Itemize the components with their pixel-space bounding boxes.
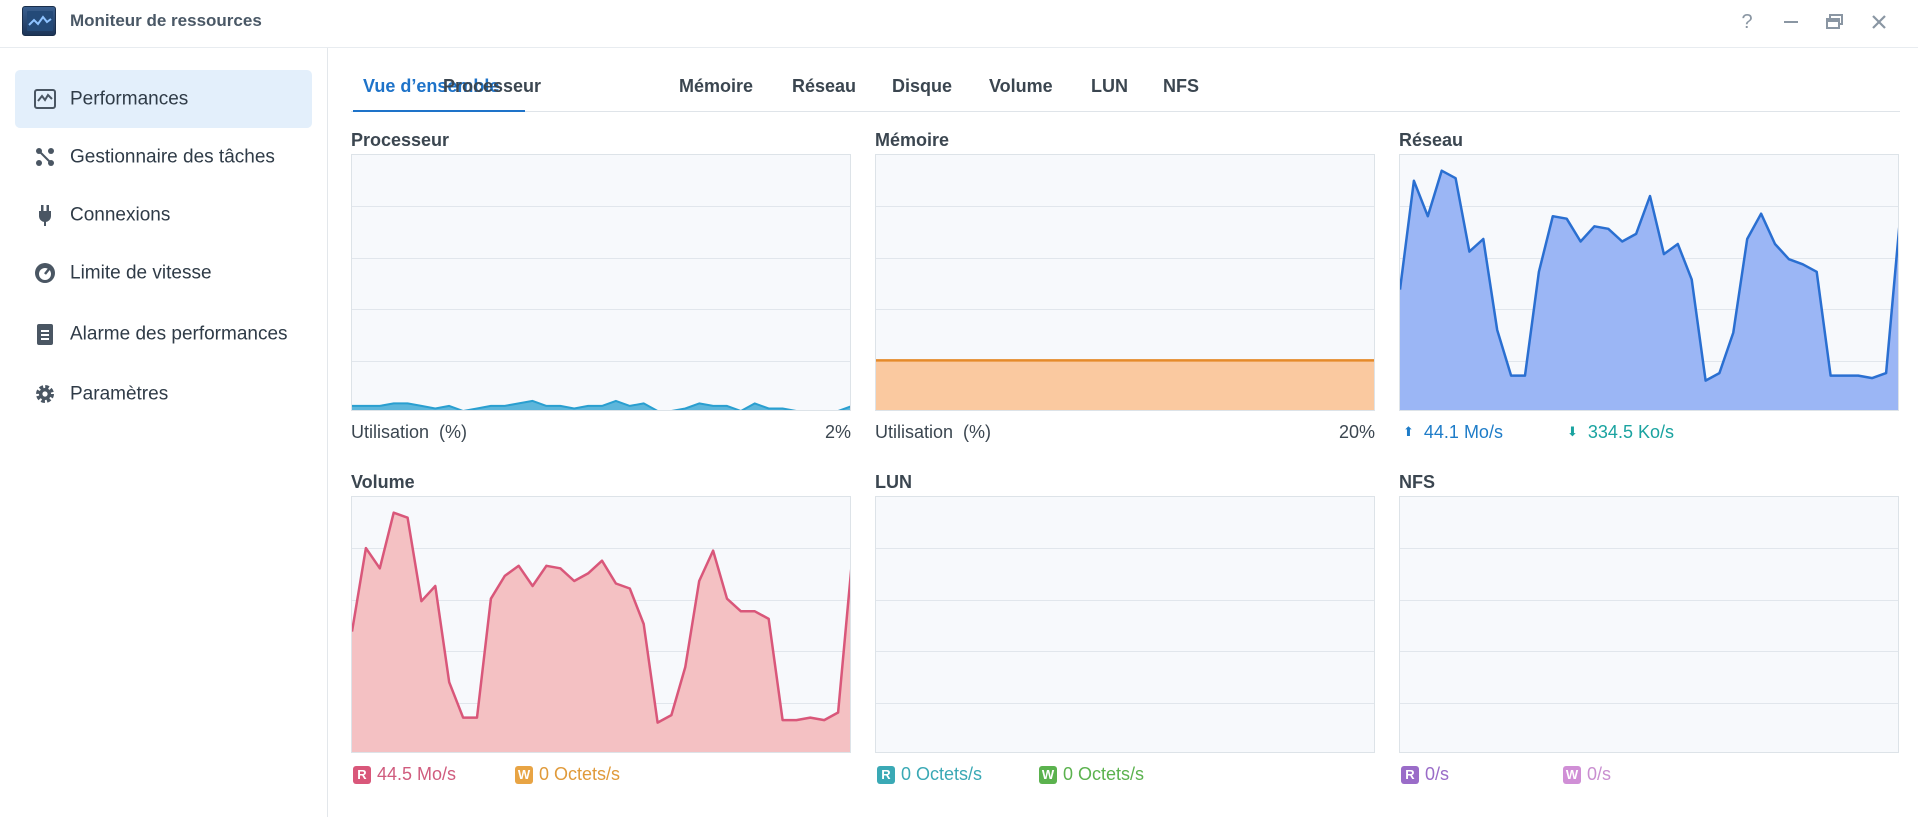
write-badge: W [1039, 766, 1057, 784]
tab-processor[interactable]: Processeur [443, 76, 542, 96]
panel-title: Mémoire [875, 130, 950, 150]
memory-chart [875, 154, 1375, 411]
sidebar-item-speed-limit[interactable]: Limite de vitesse [15, 244, 312, 302]
tab-lun[interactable]: LUN [1091, 76, 1128, 96]
nfs-read: R 0/s [1401, 764, 1449, 785]
network-download: ⬇ 334.5 Ko/s [1567, 422, 1674, 443]
nfs-read-value: 0/s [1425, 764, 1450, 784]
network-upload-value: 44.1 Mo/s [1423, 422, 1503, 442]
help-icon[interactable]: ? [1741, 11, 1753, 33]
series-area [1400, 170, 1898, 410]
memory-usage-value: 20% [1338, 422, 1375, 442]
tab-memory[interactable]: Mémoire [679, 76, 754, 96]
read-badge: R [877, 766, 895, 784]
title-bar: Moniteur de ressources ? [0, 0, 1918, 48]
lun-write: W 0 Octets/s [1039, 764, 1144, 785]
sidebar: Performances Gestionnaire des tâches Con… [0, 48, 328, 817]
write-badge: W [1563, 766, 1581, 784]
network-download-value: 334.5 Ko/s [1587, 422, 1674, 442]
lun-chart-svg [876, 548, 1374, 704]
read-badge: R [353, 766, 371, 784]
cpu-chart-svg [352, 206, 850, 410]
sidebar-item-label: Connexions [70, 204, 171, 226]
speedometer-icon [33, 261, 57, 285]
cpu-chart [351, 154, 851, 411]
plug-icon [33, 203, 57, 227]
tab-bar: Vue d’ensemble Processeur Mémoire Réseau… [351, 62, 1900, 112]
network-chart-svg [1400, 169, 1898, 410]
clipboard-alarm-icon [33, 322, 57, 346]
download-arrow-icon: ⬇ [1567, 424, 1578, 439]
volume-chart [351, 496, 851, 753]
read-badge: R [1401, 766, 1419, 784]
sidebar-item-settings[interactable]: Paramètres [15, 365, 312, 423]
sidebar-item-label: Limite de vitesse [70, 262, 212, 284]
close-icon[interactable] [1864, 8, 1894, 36]
performance-chart-icon [33, 87, 57, 111]
sidebar-item-task-manager[interactable]: Gestionnaire des tâches [15, 128, 312, 186]
tab-disk[interactable]: Disque [892, 76, 953, 96]
active-tab-indicator [353, 110, 525, 112]
nfs-chart-svg [1400, 548, 1898, 704]
sidebar-item-performances[interactable]: Performances [15, 70, 312, 128]
lun-write-value: 0 Octets/s [1063, 764, 1145, 784]
panel-title: Processeur [351, 130, 450, 150]
volume-read: R 44.5 Mo/s [353, 764, 456, 785]
panel-title: LUN [875, 472, 912, 492]
network-chart [1399, 154, 1899, 411]
volume-chart-svg [352, 511, 850, 752]
task-manager-icon [33, 145, 57, 169]
sidebar-item-label: Performances [70, 88, 189, 110]
resource-monitor-app-icon [22, 6, 56, 36]
cpu-usage-value: 2% [824, 422, 851, 442]
nfs-chart [1399, 496, 1899, 753]
volume-write: W 0 Octets/s [515, 764, 620, 785]
tab-nfs[interactable]: NFS [1163, 76, 1199, 96]
series-area [876, 360, 1374, 410]
network-upload: ⬆ 44.1 Mo/s [1403, 422, 1503, 443]
tab-volume[interactable]: Volume [989, 76, 1053, 96]
volume-write-value: 0 Octets/s [539, 764, 621, 784]
lun-chart [875, 496, 1375, 753]
sidebar-item-label: Paramètres [70, 383, 169, 405]
panel-title: Volume [351, 472, 415, 492]
tab-network[interactable]: Réseau [792, 76, 857, 96]
window-title: Moniteur de ressources [70, 11, 262, 30]
nfs-write-value: 0/s [1587, 764, 1612, 784]
memory-chart-svg [876, 206, 1374, 410]
volume-read-value: 44.5 Mo/s [377, 764, 457, 784]
tab-overview[interactable]: Vue d’ensemble [363, 76, 500, 96]
panel-title: NFS [1399, 472, 1435, 492]
sidebar-item-label: Gestionnaire des tâches [70, 146, 275, 168]
restore-icon[interactable] [1820, 8, 1850, 36]
sidebar-item-connections[interactable]: Connexions [15, 186, 312, 244]
sidebar-item-label: Alarme des performances [70, 323, 288, 345]
write-badge: W [515, 766, 533, 784]
series-area [352, 512, 850, 752]
cpu-usage-label: Utilisation (%) [351, 422, 468, 442]
lun-read: R 0 Octets/s [877, 764, 982, 785]
gear-icon [33, 382, 57, 406]
upload-arrow-icon: ⬆ [1403, 424, 1414, 439]
memory-usage-label: Utilisation (%) [875, 422, 992, 442]
lun-read-value: 0 Octets/s [901, 764, 983, 784]
panel-title: Réseau [1399, 130, 1464, 150]
sidebar-item-performance-alarm[interactable]: Alarme des performances [15, 302, 312, 366]
series-area [352, 400, 850, 410]
minimize-icon[interactable] [1776, 8, 1806, 36]
nfs-write: W 0/s [1563, 764, 1611, 785]
